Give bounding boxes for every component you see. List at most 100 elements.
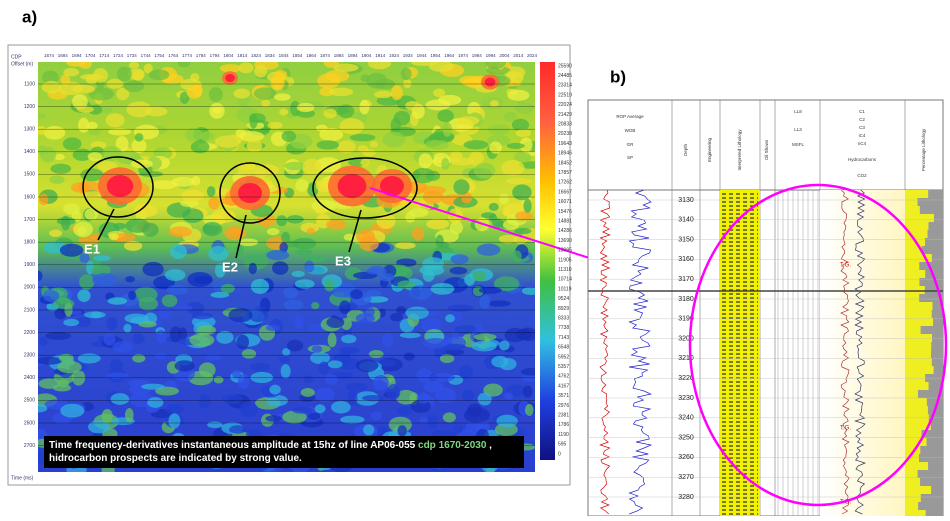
texture bbox=[38, 125, 46, 136]
texture bbox=[155, 329, 167, 344]
texture bbox=[347, 390, 358, 406]
track-header: Depth bbox=[683, 144, 688, 157]
texture bbox=[355, 359, 379, 373]
texture bbox=[161, 294, 178, 308]
texture bbox=[382, 332, 394, 348]
depth-label: 3140 bbox=[678, 217, 694, 224]
highlight-circle bbox=[688, 183, 948, 507]
texture bbox=[377, 359, 397, 367]
texture bbox=[123, 240, 143, 251]
log-body: 3130 3140 3150 3160 3170 3180 3190 3200 3210 3220… bbox=[588, 190, 943, 516]
texture bbox=[124, 313, 149, 324]
colorbar-label: 10119 bbox=[558, 286, 572, 292]
texture bbox=[340, 415, 365, 424]
texture bbox=[318, 361, 330, 375]
texture bbox=[180, 200, 199, 208]
texture bbox=[147, 397, 164, 408]
texture bbox=[316, 140, 340, 150]
axis-label: CDP bbox=[11, 54, 22, 60]
depth-label: 3220 bbox=[678, 375, 694, 382]
texture bbox=[445, 314, 455, 323]
prospect-label: E2 bbox=[222, 259, 238, 274]
texture bbox=[425, 139, 449, 150]
texture bbox=[327, 332, 337, 348]
texture bbox=[142, 222, 159, 237]
texture bbox=[142, 261, 164, 277]
hotspot bbox=[225, 74, 235, 82]
texture bbox=[442, 412, 456, 423]
x-tick-label: 1714 bbox=[99, 53, 110, 58]
depth-label: 3280 bbox=[678, 494, 694, 501]
prospect-arrow bbox=[97, 208, 115, 241]
texture bbox=[290, 100, 301, 117]
colorbar-label: 7738 bbox=[558, 325, 569, 331]
track-header: C1 bbox=[859, 109, 865, 114]
texture bbox=[88, 87, 115, 101]
texture bbox=[416, 367, 433, 383]
texture bbox=[191, 312, 213, 320]
texture bbox=[503, 111, 517, 122]
y-tick-label: 1700 bbox=[24, 217, 35, 223]
colorbar-label: 8333 bbox=[558, 316, 569, 322]
texture bbox=[208, 87, 223, 102]
texture bbox=[477, 392, 492, 406]
texture bbox=[319, 127, 344, 142]
texture bbox=[324, 374, 338, 385]
x-tick-label: 2024 bbox=[527, 53, 538, 58]
texture bbox=[512, 250, 522, 262]
y-tick-label: 1100 bbox=[24, 81, 35, 87]
texture bbox=[356, 229, 376, 245]
texture bbox=[254, 64, 268, 78]
texture bbox=[43, 290, 60, 302]
colorbar-label: 13095 bbox=[558, 248, 572, 254]
texture bbox=[53, 153, 65, 161]
texture bbox=[489, 141, 503, 154]
texture bbox=[489, 100, 499, 108]
texture bbox=[91, 311, 102, 319]
texture bbox=[79, 274, 95, 290]
texture bbox=[190, 140, 210, 154]
texture bbox=[332, 63, 359, 72]
texture bbox=[248, 262, 257, 275]
texture bbox=[253, 87, 277, 100]
texture bbox=[449, 266, 468, 275]
prospect-label: E3 bbox=[335, 253, 351, 268]
track-header: ROP Average bbox=[616, 114, 644, 119]
colorbar-label: 16667 bbox=[558, 189, 572, 195]
y-tick-label: 2100 bbox=[24, 307, 35, 313]
colorbar-label: 1190 bbox=[558, 432, 569, 438]
y-tick-label: 1200 bbox=[24, 104, 35, 110]
texture bbox=[237, 162, 257, 177]
texture bbox=[523, 198, 532, 213]
y-tick-label: 2000 bbox=[24, 285, 35, 291]
depth-label: 3260 bbox=[678, 454, 694, 461]
track-header: LL8 bbox=[794, 109, 802, 114]
texture bbox=[382, 131, 406, 148]
texture bbox=[419, 417, 428, 424]
texture bbox=[463, 140, 489, 150]
colorbar-label: 5357 bbox=[558, 364, 569, 370]
colorbar-label: 1786 bbox=[558, 422, 569, 428]
texture bbox=[57, 297, 71, 305]
x-tick-label: 1974 bbox=[458, 53, 469, 58]
texture bbox=[324, 279, 335, 292]
texture bbox=[105, 113, 125, 128]
texture bbox=[395, 241, 416, 250]
x-tick-label: 1744 bbox=[141, 53, 152, 58]
texture bbox=[405, 211, 416, 223]
texture bbox=[487, 124, 510, 136]
texture bbox=[510, 71, 524, 84]
texture bbox=[186, 301, 205, 315]
texture bbox=[296, 102, 315, 113]
texture bbox=[426, 218, 450, 230]
colorbar bbox=[540, 62, 555, 460]
track-header: GR bbox=[627, 142, 635, 147]
texture bbox=[479, 294, 491, 309]
colorbar-label: 7143 bbox=[558, 335, 569, 341]
hotspot bbox=[238, 183, 262, 203]
texture bbox=[63, 68, 80, 77]
x-tick-label: 1804 bbox=[223, 53, 234, 58]
panel-label: b) bbox=[610, 67, 626, 86]
texture bbox=[106, 372, 129, 379]
x-tick-label: 1684 bbox=[58, 53, 69, 58]
